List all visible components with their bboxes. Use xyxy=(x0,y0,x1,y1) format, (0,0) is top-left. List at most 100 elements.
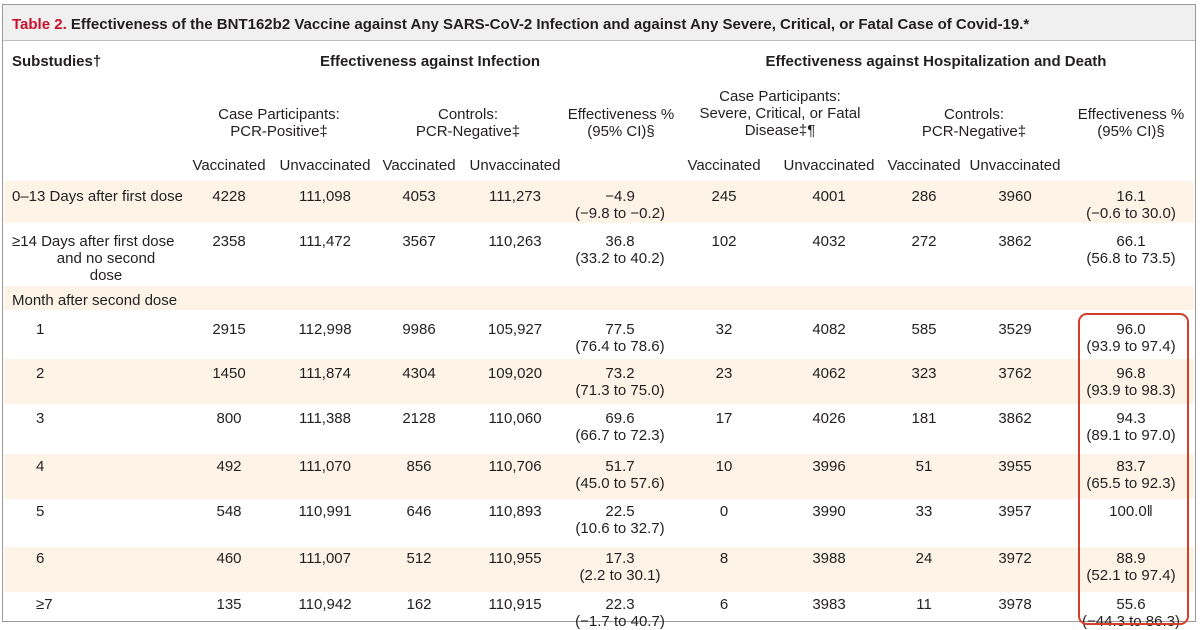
table-cell: 585 xyxy=(911,321,937,338)
column-header-unvaccinated: Unvaccinated xyxy=(969,157,1061,174)
row-label: 1 xyxy=(36,321,45,338)
table-cell: 4026 xyxy=(812,410,846,427)
row-label: 0–13 Days after first dose xyxy=(12,188,183,205)
table-cell: 102 xyxy=(711,233,737,250)
effectiveness-ci: (93.9 to 97.4) xyxy=(1086,338,1176,355)
effectiveness-value: 96.0 xyxy=(1116,321,1146,338)
table-cell: 110,060 xyxy=(488,410,542,427)
table-cell: 181 xyxy=(911,410,937,427)
effectiveness-value: 100.0‖ xyxy=(1109,503,1153,520)
effectiveness-value: 88.9 xyxy=(1116,550,1146,567)
table-cell: 4001 xyxy=(812,188,846,205)
table-cell: 111,388 xyxy=(299,410,351,427)
effectiveness-ci: (2.2 to 30.1) xyxy=(579,567,661,584)
header-effectiveness-infection: (95% CI)§ xyxy=(587,123,655,140)
table-cell: 3990 xyxy=(812,503,846,520)
effectiveness-ci: (45.0 to 57.6) xyxy=(575,475,665,492)
table-cell: 3862 xyxy=(998,233,1032,250)
table-title-text: Effectiveness of the BNT162b2 Vaccine ag… xyxy=(70,16,1030,33)
header-case-participants-hospitalization: Severe, Critical, or Fatal xyxy=(699,105,861,122)
table-cell: 3957 xyxy=(998,503,1032,520)
group-header-hospitalization: Effectiveness against Hospitalization an… xyxy=(765,53,1107,70)
table-cell: 2915 xyxy=(212,321,246,338)
effectiveness-value: 22.5 xyxy=(605,503,635,520)
row-label: 2 xyxy=(36,365,45,382)
row-band xyxy=(4,454,1194,499)
table-cell: 24 xyxy=(915,550,933,567)
table-cell: 3978 xyxy=(998,596,1032,613)
table-cell: 3862 xyxy=(998,410,1032,427)
effectiveness-value: 16.1 xyxy=(1116,188,1146,205)
column-header-vaccinated: Vaccinated xyxy=(687,157,761,174)
table-cell: 109,020 xyxy=(487,365,543,382)
row-band xyxy=(4,181,1194,223)
table-cell: 1450 xyxy=(212,365,246,382)
table-cell: 110,915 xyxy=(488,596,542,613)
table-cell: 3996 xyxy=(812,458,846,475)
header-controls-hospitalization: PCR-Negative‡ xyxy=(921,123,1027,140)
table-cell: 23 xyxy=(715,365,733,382)
row-label: ≥14 Days after first dose xyxy=(12,233,175,250)
table-cell: 856 xyxy=(406,458,432,475)
table-cell: 3762 xyxy=(998,365,1032,382)
column-header-vaccinated: Vaccinated xyxy=(887,157,961,174)
effectiveness-value: 94.3 xyxy=(1116,410,1146,427)
table-cell: 548 xyxy=(216,503,242,520)
header-case-participants-hospitalization: Disease‡¶ xyxy=(744,122,816,139)
table-title-bar: Table 2. Effectiveness of the BNT162b2 V… xyxy=(3,5,1195,41)
table-cell: 110,955 xyxy=(488,550,542,567)
table-cell: 32 xyxy=(715,321,733,338)
table-cell: 112,998 xyxy=(298,321,352,338)
table-cell: 10 xyxy=(715,458,733,475)
effectiveness-ci: (89.1 to 97.0) xyxy=(1086,427,1176,444)
table-cell: 4053 xyxy=(402,188,436,205)
column-header-vaccinated: Vaccinated xyxy=(192,157,266,174)
row-band xyxy=(4,286,1194,310)
row-band xyxy=(4,359,1194,404)
table-cell: 105,927 xyxy=(487,321,543,338)
table-cell: 245 xyxy=(711,188,737,205)
header-case-participants-infection: Case Participants: xyxy=(218,106,340,123)
row-label: and no second xyxy=(56,250,156,267)
header-case-participants-hospitalization: Case Participants: xyxy=(719,88,841,105)
effectiveness-ci: (65.5 to 92.3) xyxy=(1086,475,1176,492)
effectiveness-value: 69.6 xyxy=(605,410,635,427)
table-cell: 110,942 xyxy=(298,596,352,613)
effectiveness-value: 77.5 xyxy=(605,321,635,338)
table-cell: 646 xyxy=(406,503,432,520)
header-effectiveness-hospitalization: (95% CI)§ xyxy=(1097,123,1165,140)
table-cell: 9986 xyxy=(402,321,436,338)
effectiveness-ci: (93.9 to 98.3) xyxy=(1086,382,1176,399)
effectiveness-value: 17.3 xyxy=(605,550,635,567)
table-cell: 11 xyxy=(916,596,932,613)
column-header-unvaccinated: Unvaccinated xyxy=(279,157,371,174)
effectiveness-ci: (52.1 to 97.4) xyxy=(1086,567,1176,584)
substudies-header: Substudies† xyxy=(12,53,102,70)
table-cell: 162 xyxy=(406,596,432,613)
table-cell: 323 xyxy=(911,365,937,382)
table-cell: 17 xyxy=(715,410,733,427)
row-label: ≥7 xyxy=(36,596,53,613)
effectiveness-ci: (66.7 to 72.3) xyxy=(575,427,665,444)
effectiveness-value: 22.3 xyxy=(605,596,635,613)
table-cell: 110,263 xyxy=(488,233,542,250)
effectiveness-ci: (76.4 to 78.6) xyxy=(575,338,665,355)
table-cell: 800 xyxy=(216,410,242,427)
header-controls-infection: Controls: xyxy=(437,106,499,123)
table-cell: 4062 xyxy=(812,365,846,382)
column-header-unvaccinated: Unvaccinated xyxy=(469,157,561,174)
table-cell: 33 xyxy=(915,503,933,520)
table-cell: 8 xyxy=(719,550,729,567)
table-cell: 3983 xyxy=(812,596,846,613)
table-cell: 111,007 xyxy=(299,550,351,567)
table-cell: 512 xyxy=(406,550,432,567)
column-header-unvaccinated: Unvaccinated xyxy=(783,157,875,174)
table-cell: 3567 xyxy=(402,233,436,250)
effectiveness-ci: (71.3 to 75.0) xyxy=(575,382,665,399)
header-effectiveness-hospitalization: Effectiveness % xyxy=(1077,106,1185,123)
header-controls-infection: PCR-Negative‡ xyxy=(415,123,521,140)
table-cell: 110,706 xyxy=(488,458,542,475)
effectiveness-ci: (−1.7 to 40.7) xyxy=(575,613,665,630)
effectiveness-value: 55.6 xyxy=(1116,596,1146,613)
effectiveness-ci: (−9.8 to −0.2) xyxy=(574,205,666,222)
